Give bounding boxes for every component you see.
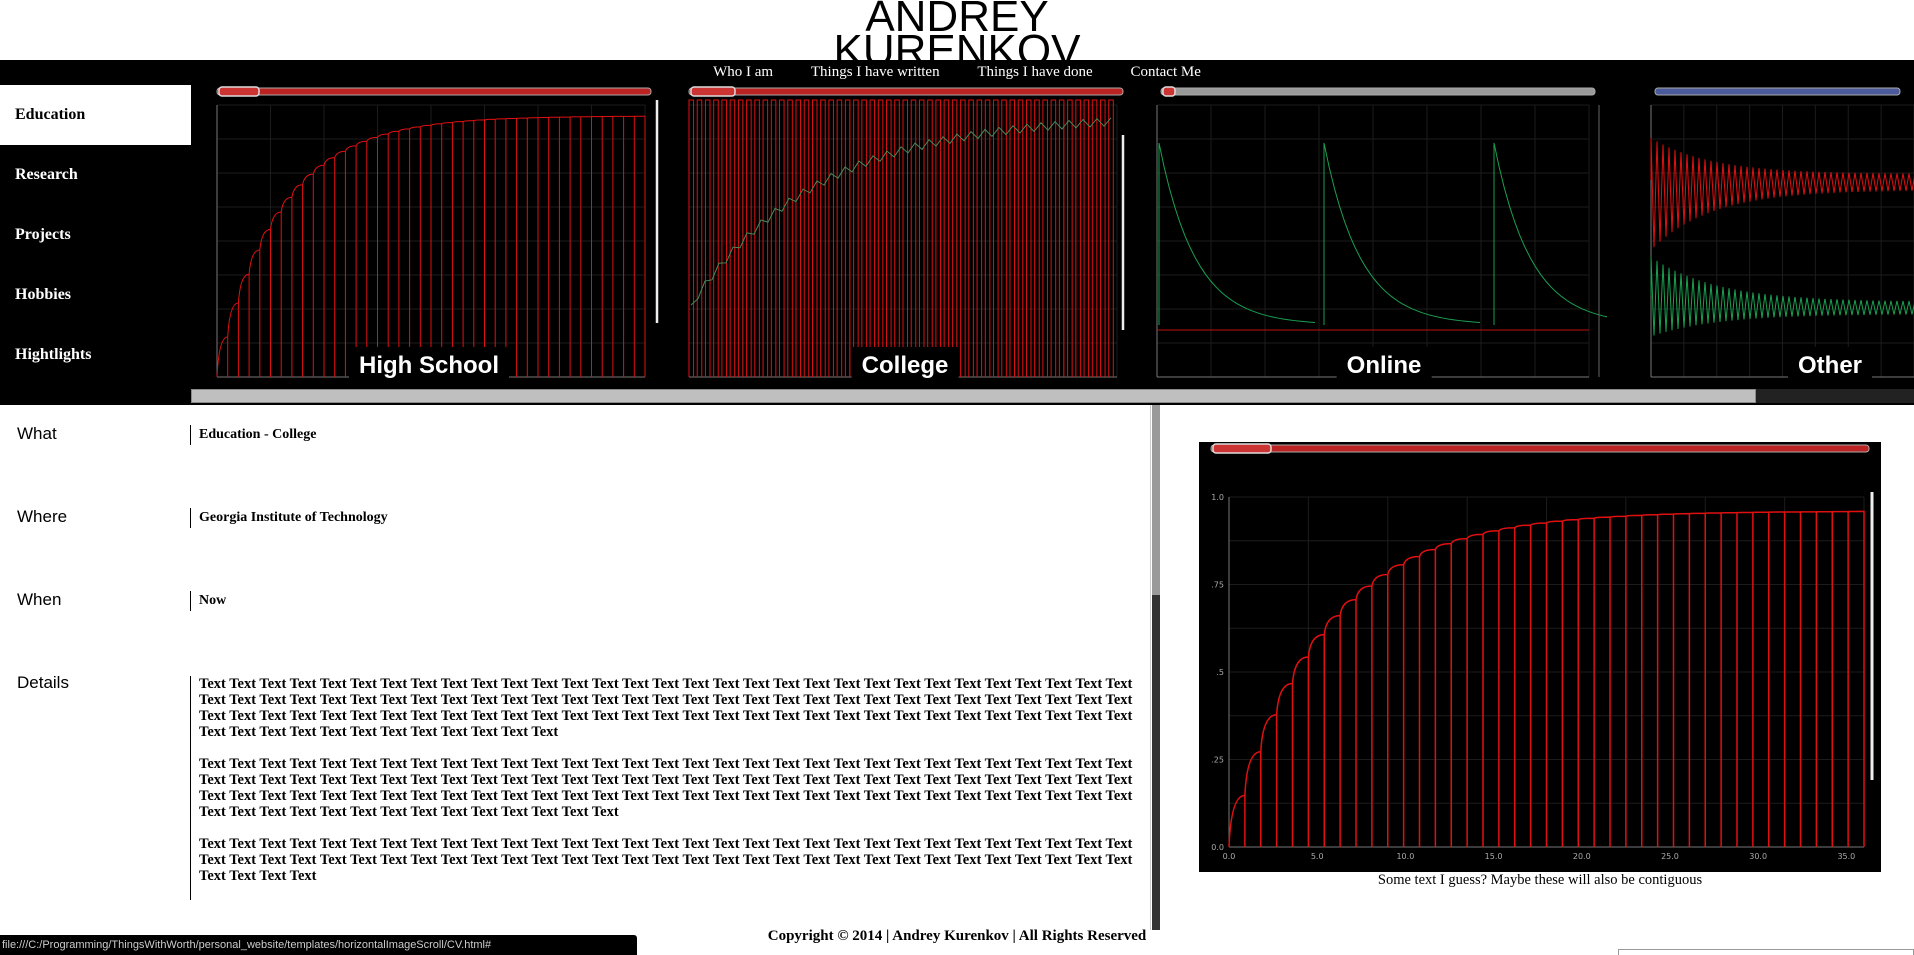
gallery-panel-other[interactable]: Other xyxy=(1621,85,1914,385)
spike-decay-plot xyxy=(1149,85,1607,385)
plot-slider-thumb xyxy=(1162,86,1176,97)
footer-copyright: Copyright © 2014 | Andrey Kurenkov | All… xyxy=(767,928,1147,944)
where-label: Where xyxy=(17,507,68,526)
details-paragraph: Text Text Text Text Text Text Text Text … xyxy=(199,836,1133,884)
charging-trace xyxy=(1228,510,1865,848)
what-label: What xyxy=(17,424,57,443)
details-text: Text Text Text Text Text Text Text Text … xyxy=(190,676,1145,900)
charging-trace xyxy=(216,115,646,378)
plot-background xyxy=(677,85,1135,385)
spike-trace xyxy=(1158,142,1607,325)
ringing-plot xyxy=(1621,85,1914,385)
x-tick-label: 20.0 xyxy=(1573,852,1591,861)
sidebar-item-research[interactable]: Research xyxy=(15,166,78,183)
nav-contact-me[interactable]: Contact Me xyxy=(1130,64,1201,80)
plot-background xyxy=(1149,85,1607,385)
details-label: Details xyxy=(17,673,69,692)
corner-widget xyxy=(1618,949,1914,955)
sidebar: Education Research Projects Hobbies High… xyxy=(0,85,191,385)
details-paragraph: Text Text Text Text Text Text Text Text … xyxy=(199,756,1133,820)
panel-label-other: Other xyxy=(1787,347,1873,385)
y-tick-label: .5 xyxy=(1216,668,1224,677)
sidebar-item-projects[interactable]: Projects xyxy=(15,226,71,243)
y-tick-label: .25 xyxy=(1211,756,1224,765)
when-value: Now xyxy=(190,591,226,611)
sidebar-item-hobbies[interactable]: Hobbies xyxy=(15,286,72,303)
gallery-panel-online[interactable]: Online xyxy=(1149,85,1607,385)
top-nav-bar xyxy=(0,60,1914,85)
plot-slider-track xyxy=(1210,444,1870,453)
featured-figure: 1.0 .75 .5 .25 0.0 0.0 5.0 10.0 15.0 20.0 25.0 30.0… xyxy=(1199,442,1881,872)
plot-slider-track xyxy=(216,87,652,96)
gallery-panel-high-school[interactable]: High School xyxy=(205,85,663,385)
x-tick-label: 0.0 xyxy=(1223,852,1236,861)
plot-slider-thumb xyxy=(218,86,260,97)
plot-slider-track xyxy=(1160,87,1596,96)
x-tick-label: 5.0 xyxy=(1311,852,1324,861)
panel-label-online: Online xyxy=(1336,347,1432,385)
x-tick-label: 30.0 xyxy=(1749,852,1767,861)
top-nav: Who I am Things I have written Things I … xyxy=(0,60,1914,85)
envelope-trace xyxy=(690,117,1112,306)
site-title-line1: ANDREY xyxy=(865,0,1049,41)
ringing-trace-red xyxy=(1650,137,1914,248)
plot-slider-track xyxy=(688,87,1124,96)
nav-things-done[interactable]: Things I have done xyxy=(977,64,1093,80)
what-value: Education - College xyxy=(190,425,316,445)
content-scrollbar-thumb[interactable] xyxy=(1152,405,1160,930)
x-tick-label: 15.0 xyxy=(1485,852,1503,861)
gallery-panel-college[interactable]: College xyxy=(677,85,1135,385)
content-scrollbar-grip[interactable] xyxy=(1152,405,1160,595)
y-tick-label: .75 xyxy=(1211,581,1224,590)
sidebar-item-highlights[interactable]: Hightlights xyxy=(15,346,92,363)
plot-slider-thumb xyxy=(1212,443,1272,454)
site-title: ANDREY KURENKOV xyxy=(0,0,1914,73)
y-tick-label: 0.0 xyxy=(1211,843,1224,852)
when-label: When xyxy=(17,590,62,609)
where-value: Georgia Institute of Technology xyxy=(190,508,388,528)
details-paragraph: Text Text Text Text Text Text Text Text … xyxy=(199,676,1133,740)
nav-things-written[interactable]: Things I have written xyxy=(810,64,940,80)
panel-label-high-school: High School xyxy=(349,347,509,385)
x-tick-label: 35.0 xyxy=(1837,852,1855,861)
pulse-train-trace xyxy=(688,99,1114,377)
figure-caption: Some text I guess? Maybe these will also… xyxy=(1377,872,1703,888)
pulse-train-plot xyxy=(677,85,1135,385)
ringing-trace-green xyxy=(1650,256,1914,336)
plot-slider-track xyxy=(1654,87,1901,96)
y-tick-label: 1.0 xyxy=(1211,493,1224,502)
nav-who-i-am[interactable]: Who I am xyxy=(713,64,774,80)
panel-label-college: College xyxy=(851,347,959,385)
charging-curve-plot: 1.0 .75 .5 .25 0.00.0 5.0 10.0 15.0 20.0 25.0 30.0… xyxy=(1210,443,1874,861)
sidebar-item-education[interactable]: Education xyxy=(0,85,191,145)
x-tick-label: 25.0 xyxy=(1661,852,1679,861)
browser-status-url: file:///C:/Programming/ThingsWithWorth/p… xyxy=(0,935,637,955)
plot-slider-thumb xyxy=(690,86,736,97)
x-tick-label: 10.0 xyxy=(1396,852,1414,861)
gallery-scrollbar-thumb[interactable] xyxy=(191,389,1756,403)
charging-curve-plot xyxy=(205,85,663,385)
plot-background xyxy=(1621,85,1914,385)
plot-background xyxy=(205,85,663,385)
